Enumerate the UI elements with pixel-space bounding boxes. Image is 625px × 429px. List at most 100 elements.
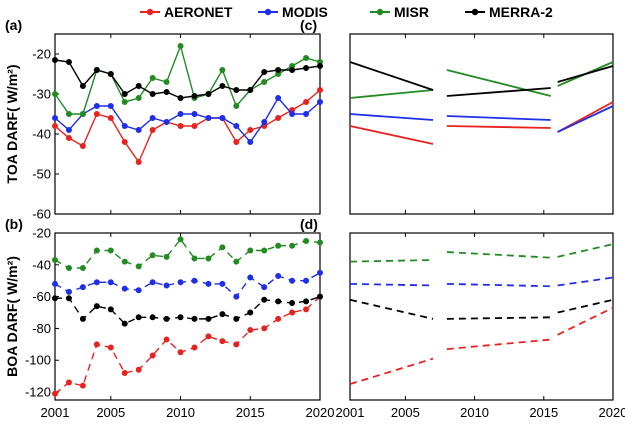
panel-label: (d): [300, 216, 318, 232]
trend-segment: [349, 259, 434, 263]
data-point: [135, 263, 142, 270]
trend-segment: [349, 357, 434, 385]
data-point: [121, 91, 128, 98]
series-merra-2: [52, 57, 323, 102]
data-point: [303, 237, 310, 244]
data-point: [303, 65, 310, 72]
trend-segment: [557, 65, 614, 83]
trend-segment: [446, 338, 551, 351]
data-point: [93, 341, 100, 348]
data-point: [275, 67, 282, 74]
legend-label-merra-2: MERRA-2: [489, 4, 553, 20]
data-point: [233, 87, 240, 94]
series-misr: [349, 243, 614, 263]
data-point: [149, 115, 156, 122]
data-point: [149, 127, 156, 134]
panel-label: (a): [5, 17, 22, 33]
data-point: [93, 247, 100, 254]
series-aeronet: [349, 306, 614, 385]
data-point: [316, 63, 323, 70]
data-point: [205, 333, 212, 340]
panels: (a) -60 -50 -40 -30 -20 TOA DARF( W/m²) (b) -120…: [4, 17, 625, 420]
data-point: [93, 111, 100, 118]
data-point: [79, 382, 86, 389]
data-point: [93, 103, 100, 110]
data-point: [303, 99, 310, 106]
data-point: [52, 280, 59, 287]
data-point: [65, 379, 72, 386]
legend: AERONET MODIS MISR MERRA-2: [140, 4, 553, 20]
trend-segment: [557, 243, 614, 258]
data-point: [205, 115, 212, 122]
data-point: [261, 247, 268, 254]
trend-segment: [446, 87, 551, 97]
trend-segment: [557, 306, 614, 336]
data-point: [79, 284, 86, 291]
data-point: [52, 390, 59, 397]
y-axis-label: BOA DARF( W/m²): [4, 256, 20, 377]
y-axis-label: TOA DARF( W/m²): [4, 65, 20, 184]
data-point: [163, 89, 170, 96]
data-point: [135, 314, 142, 321]
data-point: [316, 239, 323, 246]
panel-a: (a) -60 -50 -40 -30 -20 TOA DARF( W/m²): [4, 17, 323, 222]
data-point: [303, 298, 310, 305]
data-point: [107, 115, 114, 122]
data-point: [261, 119, 268, 126]
data-point: [121, 123, 128, 130]
data-point: [303, 277, 310, 284]
series-merra-2: [52, 293, 323, 327]
data-point: [219, 338, 226, 345]
trend-segment: [446, 282, 551, 288]
trend-segment: [349, 89, 434, 99]
data-point: [52, 115, 59, 122]
panel-label: (b): [5, 216, 23, 232]
data-point: [79, 142, 86, 149]
data-point: [149, 252, 156, 259]
data-point: [191, 255, 198, 262]
data-point: [163, 336, 170, 343]
legend-label-aeronet: AERONET: [164, 4, 233, 20]
data-point: [275, 242, 282, 249]
data-point: [135, 287, 142, 294]
trend-segment: [557, 276, 614, 287]
data-point: [79, 111, 86, 118]
data-point: [149, 91, 156, 98]
trend-segment: [446, 316, 551, 320]
trend-segment: [446, 115, 551, 121]
data-point: [135, 95, 142, 102]
data-point: [65, 295, 72, 302]
data-point: [135, 366, 142, 373]
data-point: [121, 138, 128, 145]
data-point: [219, 67, 226, 74]
plot-frame: [349, 232, 614, 401]
data-point: [52, 91, 59, 98]
x-tick-label: 2020: [599, 405, 625, 420]
data-point: [191, 344, 198, 351]
plot-frame: [54, 33, 321, 215]
data-point: [289, 111, 296, 118]
data-point: [177, 236, 184, 243]
data-point: [275, 315, 282, 322]
data-point: [247, 127, 254, 134]
data-point: [289, 277, 296, 284]
data-point: [233, 138, 240, 145]
data-point: [65, 134, 72, 141]
y-tick-label: -50: [32, 167, 51, 182]
x-tick-label: 2001: [41, 405, 70, 420]
data-point: [316, 99, 323, 106]
data-point: [163, 119, 170, 126]
data-point: [135, 83, 142, 90]
data-point: [247, 274, 254, 281]
data-point: [191, 123, 198, 130]
data-point: [303, 111, 310, 118]
trend-segment: [446, 125, 551, 129]
legend-label-misr: MISR: [394, 4, 429, 20]
data-point: [233, 123, 240, 130]
panel-label: (c): [300, 17, 317, 33]
plot-frame: [349, 33, 614, 215]
data-point: [233, 103, 240, 110]
y-tick-label: -60: [32, 289, 51, 304]
y-tick-label: -20: [32, 226, 51, 241]
data-point: [247, 87, 254, 94]
